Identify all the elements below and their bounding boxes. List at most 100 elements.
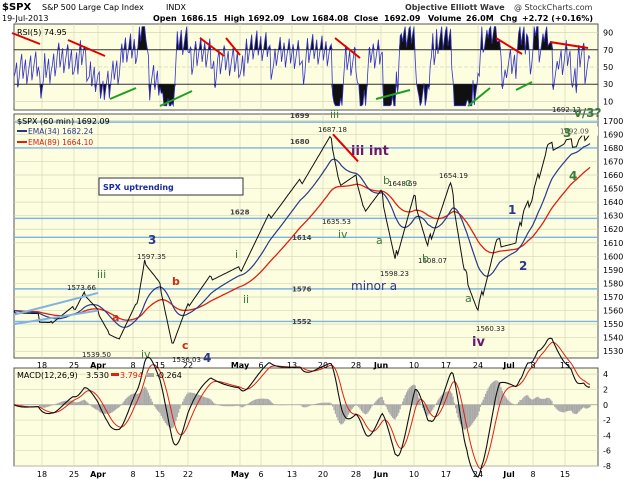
price-point-label: 1608.07 bbox=[418, 257, 447, 265]
wave-label: v/3? bbox=[574, 106, 602, 120]
wave-label: iv bbox=[472, 335, 485, 350]
wave-label: b bbox=[422, 252, 429, 265]
wave-label: 3 bbox=[148, 233, 156, 247]
macd-signal-line bbox=[13, 341, 591, 470]
x-axis-label: Jul bbox=[502, 361, 515, 370]
price-tick-label: 1660 bbox=[603, 171, 623, 180]
credit-left: Objective Elliott Wave bbox=[405, 3, 505, 12]
rsi-trendline-red bbox=[225, 37, 241, 56]
x-axis-label-bottom: 22 bbox=[183, 470, 193, 479]
price-line bbox=[13, 131, 591, 344]
wave-label: iii int bbox=[351, 144, 389, 159]
x-axis-label-bottom: 24 bbox=[473, 470, 483, 479]
price-point-label: 1687.18 bbox=[318, 126, 347, 134]
price-point-label: 1648.69 bbox=[388, 180, 417, 188]
x-axis-label-bottom: 15 bbox=[560, 470, 570, 479]
rsi-trendline-green bbox=[467, 87, 491, 107]
chg-value: +2.72 (+0.16%) bbox=[522, 14, 593, 23]
price-point-label: 1573.66 bbox=[67, 284, 96, 292]
x-axis-label-bottom: 28 bbox=[351, 470, 361, 479]
rsi-trendline-red bbox=[11, 32, 41, 45]
x-axis-label-bottom: Jul bbox=[502, 470, 515, 479]
x-axis-label-bottom: May bbox=[231, 470, 250, 479]
wave-label: 1 bbox=[508, 203, 516, 217]
ema89-legend-label: EMA(89) 1664.10 bbox=[28, 138, 93, 147]
x-axis-label: 24 bbox=[473, 361, 483, 370]
rsi-panel-label: RSI(5) 74.95 bbox=[17, 28, 67, 37]
x-axis-label-bottom: 8 bbox=[130, 470, 135, 479]
price-tick-label: 1700 bbox=[603, 117, 623, 126]
x-axis-label: 15 bbox=[155, 361, 165, 370]
high-value: 1692.09 bbox=[248, 14, 285, 23]
open-label: Open bbox=[153, 14, 177, 23]
price-point-label: 1635.53 bbox=[322, 218, 351, 226]
ema34-line bbox=[13, 143, 591, 328]
price-tick-label: 1540 bbox=[603, 334, 623, 343]
rsi-tick-label: 50 bbox=[603, 63, 613, 72]
wave-label: a bbox=[376, 234, 383, 247]
wave-label: a bbox=[465, 292, 472, 305]
hist-value: -0.264 bbox=[156, 371, 182, 380]
rsi-line bbox=[13, 25, 591, 108]
level-label: 1628 bbox=[230, 208, 250, 216]
rsi-trendline-green bbox=[159, 90, 193, 107]
chg-label: Chg bbox=[500, 14, 518, 23]
wave-label: c bbox=[405, 176, 411, 189]
rsi-tick-label: 10 bbox=[603, 97, 613, 106]
level-label: 1699 bbox=[290, 112, 310, 120]
date-text: 19-Jul-2013 bbox=[2, 14, 48, 23]
wave-label: minor a bbox=[351, 279, 397, 293]
rsi-tick-label: 90 bbox=[603, 29, 613, 38]
volume-value: 26.0M bbox=[466, 14, 494, 23]
level-label: 1680 bbox=[290, 138, 310, 146]
wave-label: a bbox=[112, 311, 119, 324]
macd-tick-label: 2 bbox=[603, 385, 608, 394]
macd-label: MACD(12,26,9) bbox=[17, 371, 78, 380]
trend-channel-lower bbox=[13, 309, 99, 326]
last-price-tag: 1692.09 bbox=[560, 127, 589, 135]
symbol-text: $SPX bbox=[2, 2, 31, 13]
rsi-trendline-red bbox=[67, 39, 106, 57]
x-axis-label-bottom: 25 bbox=[69, 470, 79, 479]
price-tick-label: 1560 bbox=[603, 307, 623, 316]
last-price-tag-bg bbox=[577, 126, 598, 136]
rsi-trendline-green bbox=[515, 81, 533, 91]
x-axis-label: 13 bbox=[287, 361, 297, 370]
wave-label: iii bbox=[330, 108, 339, 121]
rsi-trendline-red bbox=[495, 37, 523, 55]
wave-label: b bbox=[172, 275, 180, 288]
signal-legend-swatch bbox=[111, 373, 119, 376]
x-axis-label-bottom: Jun bbox=[373, 470, 389, 479]
credit-right: @ StockCharts.com bbox=[514, 3, 593, 12]
macd-tick-label: -2 bbox=[603, 416, 611, 425]
macd-value: 3.530 bbox=[86, 371, 109, 380]
price-tick-label: 1530 bbox=[603, 347, 623, 356]
macd-histogram bbox=[14, 380, 591, 430]
wave-label: 2 bbox=[519, 259, 527, 273]
price-point-label: 1598.23 bbox=[380, 270, 409, 278]
uptrend-badge bbox=[98, 177, 244, 196]
trendline-red bbox=[332, 133, 359, 163]
wave-label: c bbox=[182, 339, 189, 352]
rsi-tick-label: 70 bbox=[603, 46, 613, 55]
x-axis-label-bottom: 17 bbox=[441, 470, 451, 479]
price-point-label: 1560.33 bbox=[476, 325, 505, 333]
wave-label: iv bbox=[338, 228, 348, 241]
low-value: 1684.08 bbox=[312, 14, 349, 23]
wave-label: b bbox=[383, 174, 390, 187]
price-tick-label: 1680 bbox=[603, 144, 623, 153]
price-point-label: 1536.03 bbox=[172, 356, 201, 364]
exchange-text: INDX bbox=[166, 3, 187, 12]
x-axis-label: 17 bbox=[441, 361, 451, 370]
rsi-trendline-red bbox=[334, 37, 361, 59]
macd-tick-label: 0 bbox=[603, 401, 608, 410]
macd-line bbox=[13, 337, 591, 478]
wave-label: i bbox=[235, 248, 238, 261]
signal-value: 3.794 bbox=[120, 371, 143, 380]
x-axis-label: 25 bbox=[69, 361, 79, 370]
macd-tick-label: -6 bbox=[603, 447, 611, 456]
rsi-trendline-red bbox=[199, 37, 225, 57]
x-axis-label-bottom: 13 bbox=[287, 470, 297, 479]
